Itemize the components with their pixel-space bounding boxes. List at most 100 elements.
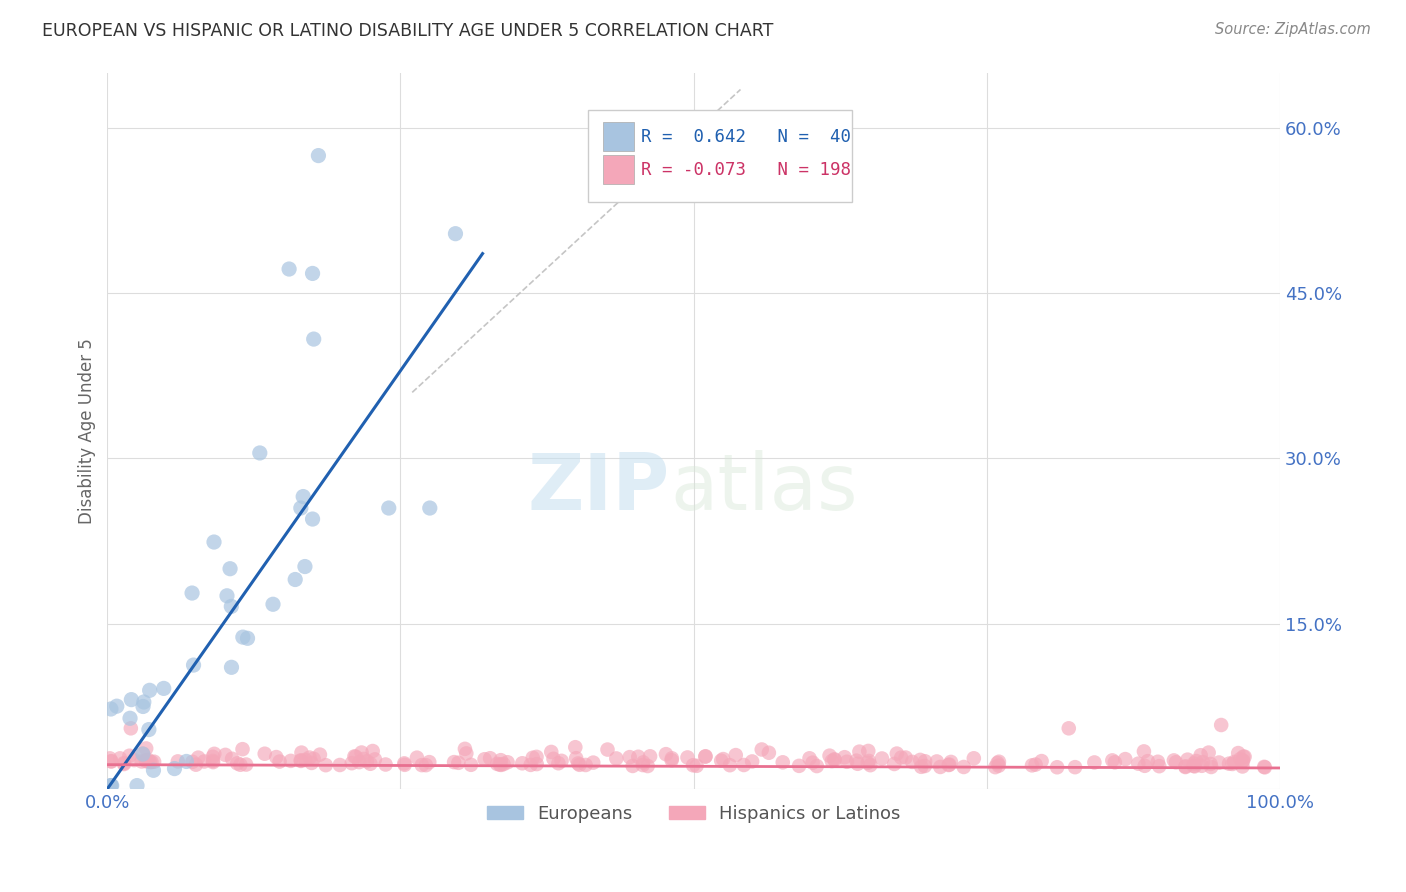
Point [132, 699, 155, 714]
Point [621, 759, 644, 773]
Point [568, 757, 591, 772]
Point [418, 755, 440, 769]
Point [1128, 756, 1150, 771]
Point [118, 711, 141, 725]
Point [605, 751, 627, 765]
Point [835, 755, 858, 769]
Point [1177, 753, 1199, 767]
Point [550, 754, 572, 768]
Point [142, 764, 165, 778]
Point [638, 749, 661, 764]
Point [890, 750, 912, 764]
Point [214, 747, 236, 762]
Point [821, 754, 844, 768]
Point [870, 751, 893, 765]
Point [631, 758, 654, 772]
Text: R =  0.642   N =  40: R = 0.642 N = 40 [641, 128, 851, 145]
Point [1149, 759, 1171, 773]
Point [98, 751, 121, 765]
Y-axis label: Disability Age Under 5: Disability Age Under 5 [79, 338, 96, 524]
Point [824, 753, 846, 767]
Point [364, 752, 387, 766]
Point [908, 753, 931, 767]
Point [510, 756, 533, 771]
Point [526, 750, 548, 764]
Point [986, 756, 1008, 770]
Point [655, 747, 678, 761]
Point [202, 755, 225, 769]
Point [901, 755, 924, 769]
Point [361, 744, 384, 758]
Point [181, 586, 204, 600]
Point [176, 755, 198, 769]
Point [910, 760, 932, 774]
Point [1232, 759, 1254, 773]
Point [710, 754, 733, 768]
Point [914, 759, 936, 773]
Point [1199, 760, 1222, 774]
Point [1229, 752, 1251, 766]
Point [1182, 756, 1205, 771]
Point [394, 757, 416, 772]
Point [284, 573, 307, 587]
Point [772, 756, 794, 770]
Point [1164, 756, 1187, 770]
Point [1114, 752, 1136, 766]
Point [184, 757, 207, 772]
Point [135, 741, 157, 756]
Point [292, 490, 315, 504]
Point [307, 148, 329, 162]
Point [787, 759, 810, 773]
Point [1198, 746, 1220, 760]
Point [894, 750, 917, 764]
Point [799, 751, 821, 765]
Point [582, 756, 605, 770]
Point [963, 751, 986, 765]
Point [1232, 749, 1254, 764]
Point [201, 749, 224, 764]
Point [1147, 755, 1170, 769]
Point [152, 681, 174, 696]
Point [806, 759, 828, 773]
Point [564, 740, 586, 755]
Point [215, 589, 238, 603]
Point [1101, 753, 1123, 767]
Point [302, 332, 325, 346]
Point [302, 752, 325, 766]
Point [269, 755, 291, 769]
Point [489, 758, 512, 772]
Point [183, 658, 205, 673]
Text: ZIP: ZIP [527, 450, 671, 526]
Point [661, 753, 683, 767]
Point [711, 752, 734, 766]
Point [547, 756, 569, 771]
Point [489, 753, 512, 767]
Point [108, 751, 131, 765]
Point [1083, 756, 1105, 770]
Point [925, 755, 948, 769]
Point [120, 692, 142, 706]
Point [344, 749, 367, 764]
Point [350, 746, 373, 760]
Point [353, 752, 375, 766]
Point [138, 723, 160, 737]
Point [939, 755, 962, 769]
Point [290, 746, 312, 760]
Point [845, 754, 868, 768]
Point [1227, 746, 1250, 760]
Point [1163, 753, 1185, 767]
Point [987, 758, 1010, 772]
Point [834, 750, 856, 764]
Point [443, 755, 465, 769]
Point [301, 756, 323, 770]
Point [619, 750, 641, 764]
Point [232, 630, 254, 644]
Point [1021, 758, 1043, 772]
Point [120, 721, 142, 735]
Point [340, 756, 363, 771]
Point [163, 762, 186, 776]
Point [801, 756, 824, 770]
Point [758, 746, 780, 760]
Point [105, 699, 128, 714]
Point [264, 750, 287, 764]
